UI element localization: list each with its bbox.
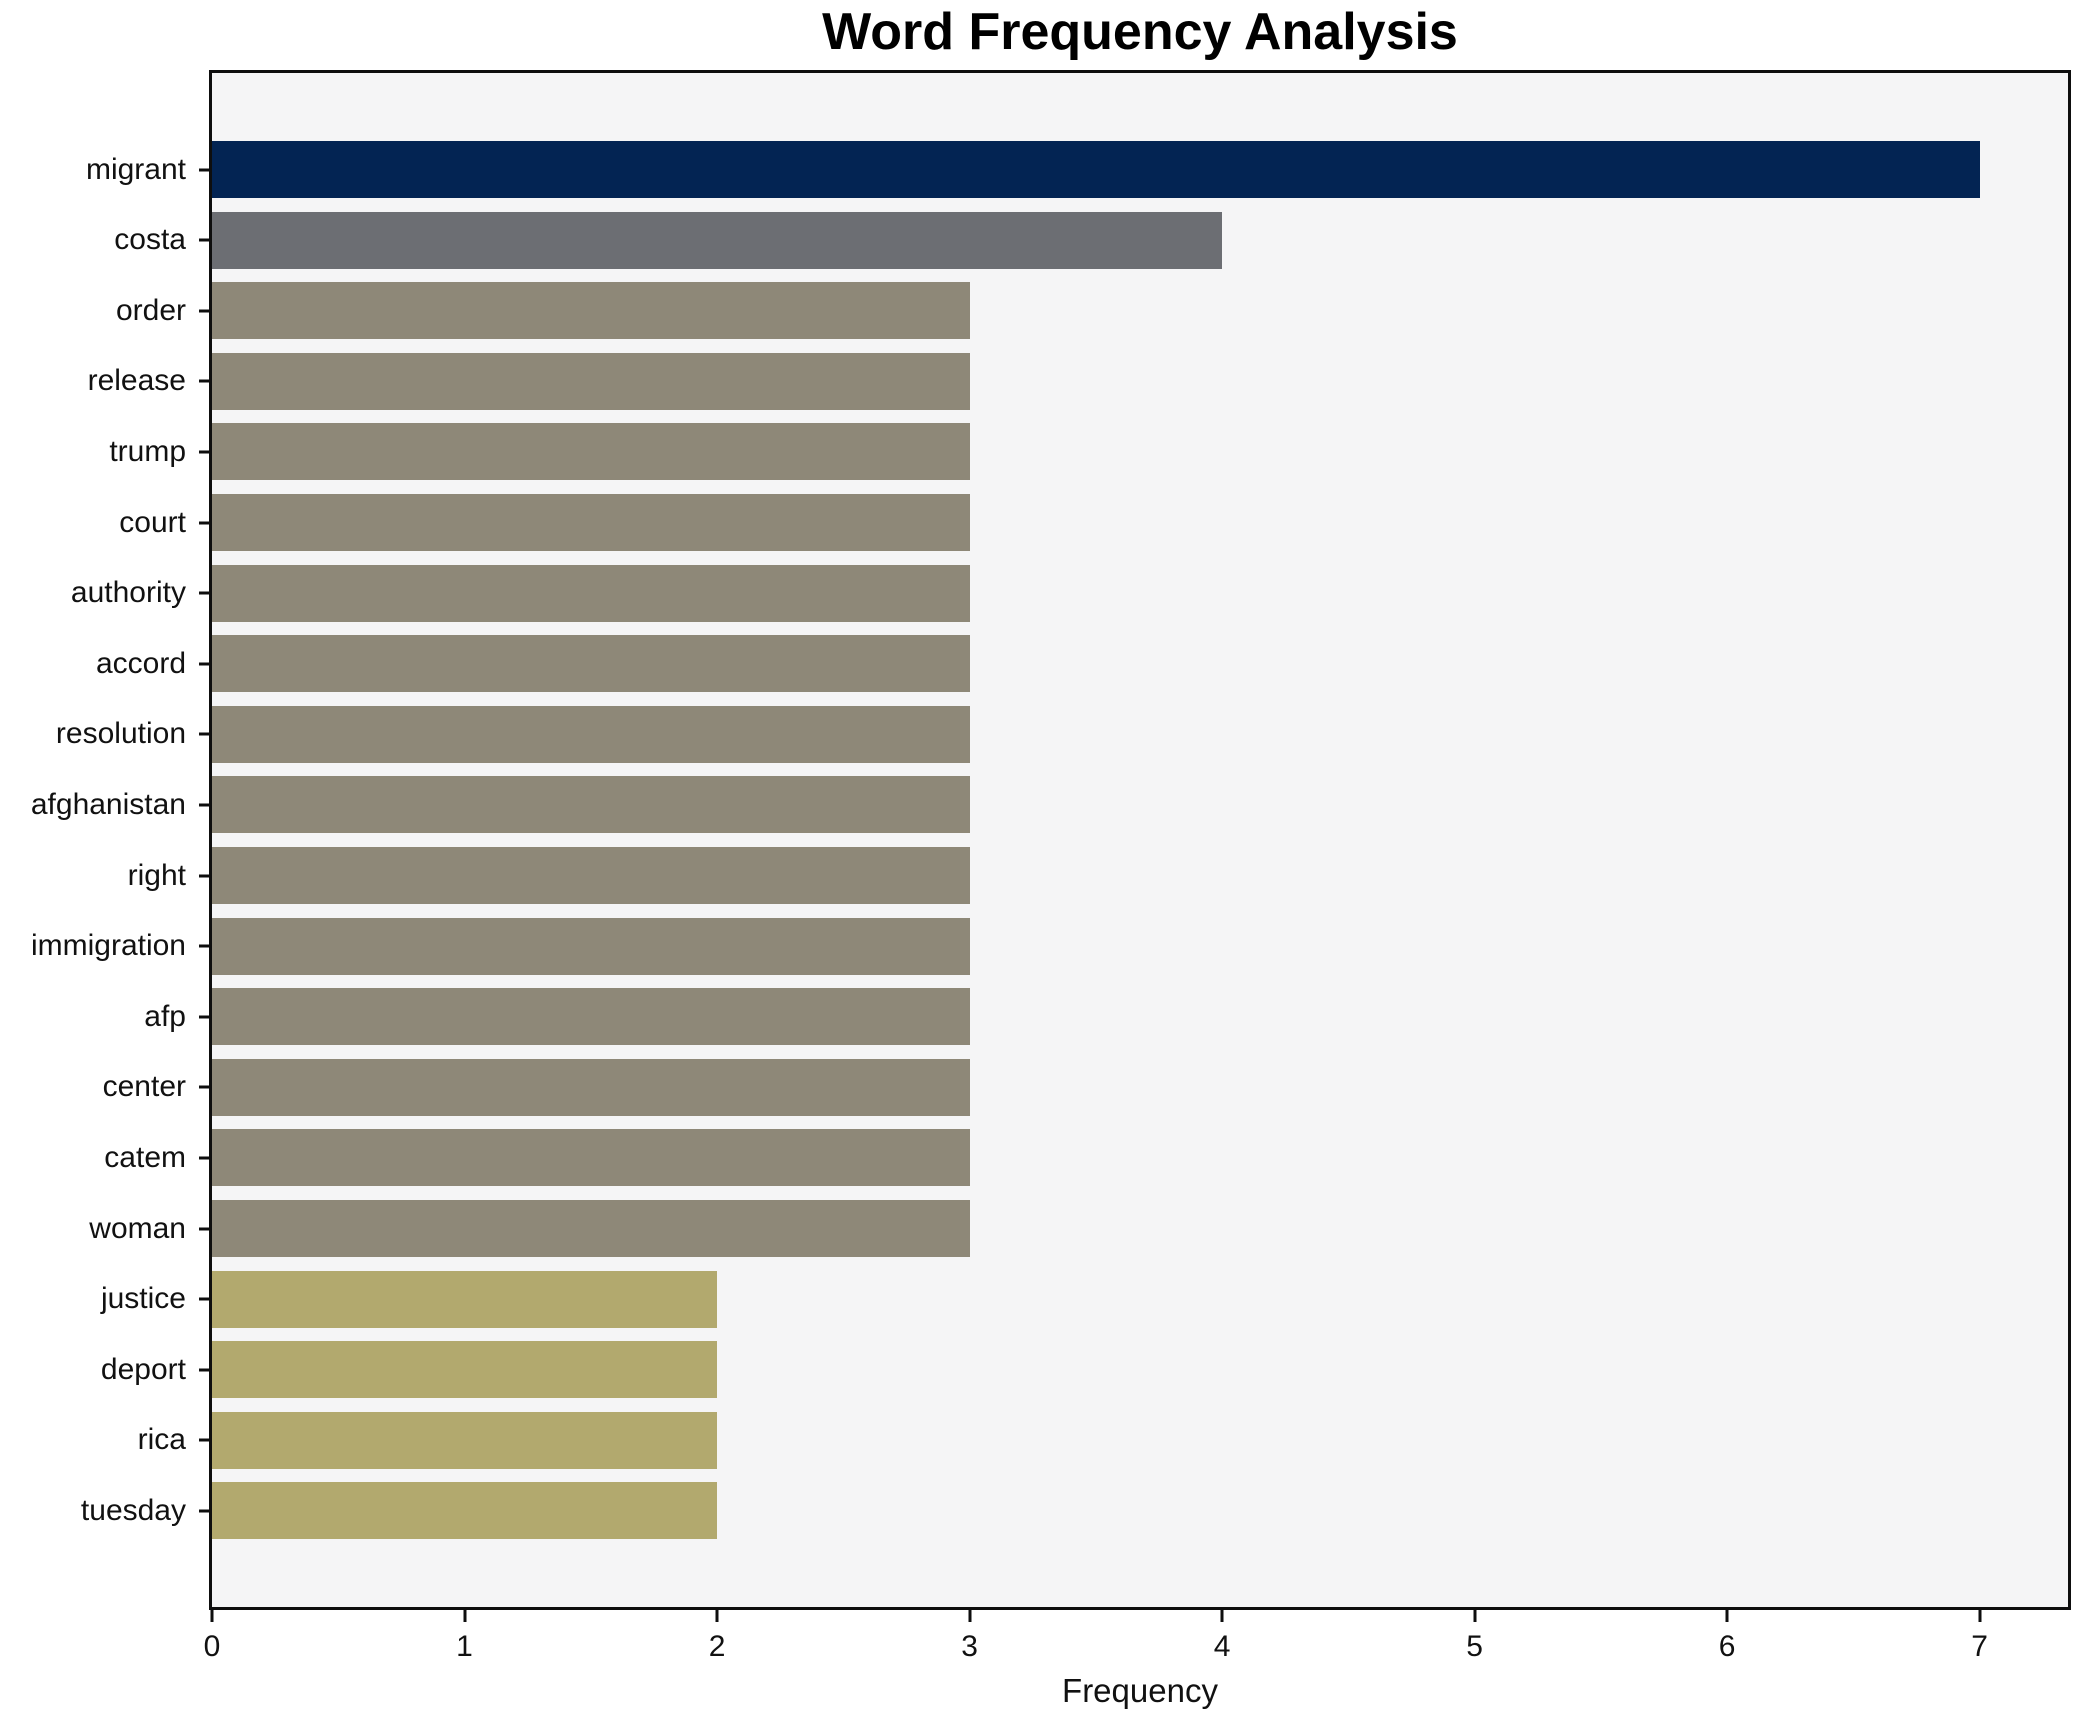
y-tick-label-costa: costa [114, 223, 186, 257]
y-tick-label-order: order [115, 293, 186, 327]
bar-center [212, 1058, 970, 1116]
y-tick-mark [199, 1509, 209, 1513]
y-tick-mark [199, 1368, 209, 1372]
y-tick-label-right: right [127, 858, 186, 892]
bar-afp [212, 988, 970, 1046]
bars-layer [212, 73, 2068, 1607]
y-tick-mark [199, 732, 209, 736]
y-tick-label-tuesday: tuesday [80, 1493, 186, 1527]
x-tick-label-5: 5 [1466, 1630, 1483, 1663]
bar-resolution [212, 705, 970, 763]
y-tick-mark [199, 379, 209, 383]
y-tick-label-resolution: resolution [55, 717, 186, 751]
x-tick-label-2: 2 [708, 1630, 726, 1663]
y-tick-label-immigration: immigration [30, 929, 186, 963]
y-tick-label-afp: afp [144, 999, 186, 1033]
y-tick-label-catem: catem [104, 1140, 186, 1174]
y-tick-mark [199, 944, 209, 948]
x-axis-title: Frequency [1062, 1672, 1218, 1709]
y-tick-label-court: court [119, 505, 186, 539]
x-tick-label-0: 0 [203, 1630, 221, 1663]
y-tick-label-trump: trump [109, 434, 186, 468]
bar-tuesday [212, 1482, 718, 1540]
y-tick-label-afghanistan: afghanistan [30, 787, 186, 821]
y-tick-label-justice: justice [100, 1282, 186, 1316]
y-tick-mark [199, 238, 209, 242]
y-tick-mark [199, 1015, 209, 1019]
y-tick-mark [199, 803, 209, 807]
plot-area [209, 70, 2071, 1610]
bar-costa [212, 211, 1223, 269]
y-tick-mark [199, 521, 209, 524]
bar-right [212, 847, 970, 904]
x-tick-mark [1978, 1610, 1982, 1622]
x-tick-mark [1473, 1610, 1477, 1622]
bar-order [212, 282, 970, 340]
bar-immigration [212, 917, 970, 975]
y-tick-label-accord: accord [95, 646, 186, 680]
bar-accord [212, 635, 970, 693]
y-tick-label-authority: authority [70, 576, 186, 610]
y-tick-mark [199, 1227, 209, 1230]
bar-migrant [212, 141, 1980, 198]
y-tick-mark [199, 874, 209, 877]
x-tick-mark [210, 1610, 214, 1622]
y-tick-label-migrant: migrant [85, 152, 186, 186]
bar-catem [212, 1129, 970, 1187]
y-tick-mark [199, 450, 209, 454]
bar-deport [212, 1341, 718, 1399]
y-tick-mark [199, 1438, 209, 1442]
bar-release [212, 352, 970, 410]
x-tick-mark [463, 1610, 467, 1622]
bar-woman [212, 1200, 970, 1257]
bar-court [212, 494, 970, 551]
y-tick-label-woman: woman [89, 1211, 186, 1245]
x-tick-label-1: 1 [456, 1630, 473, 1663]
x-tick-label-4: 4 [1213, 1630, 1231, 1663]
bar-justice [212, 1270, 718, 1328]
bar-rica [212, 1411, 718, 1469]
y-tick-mark [199, 1156, 209, 1160]
bar-authority [212, 564, 970, 622]
y-tick-label-deport: deport [100, 1352, 186, 1386]
x-tick-label-3: 3 [961, 1630, 978, 1663]
y-tick-mark [199, 1297, 209, 1301]
x-tick-label-6: 6 [1718, 1630, 1736, 1663]
y-tick-mark [199, 662, 209, 666]
x-tick-mark [715, 1610, 719, 1622]
x-tick-mark [1725, 1610, 1729, 1622]
y-tick-label-release: release [87, 364, 186, 398]
y-tick-label-center: center [102, 1070, 186, 1104]
y-tick-mark [199, 309, 209, 313]
y-tick-mark [199, 168, 209, 171]
x-tick-mark [1220, 1610, 1224, 1622]
x-tick-mark [968, 1610, 972, 1622]
y-tick-label-rica: rica [137, 1423, 186, 1457]
bar-afghanistan [212, 776, 970, 834]
bar-trump [212, 423, 970, 481]
x-tick-label-7: 7 [1971, 1630, 1988, 1663]
y-tick-mark [199, 591, 209, 595]
y-tick-mark [199, 1085, 209, 1089]
chart-title: Word Frequency Analysis [822, 3, 1458, 61]
